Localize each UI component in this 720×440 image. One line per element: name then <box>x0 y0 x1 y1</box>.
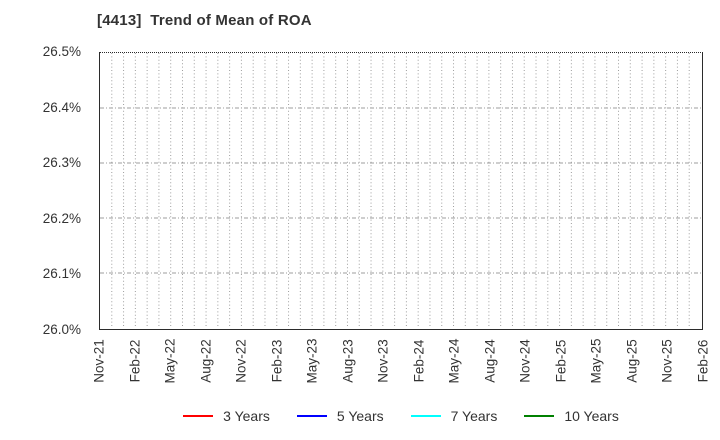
legend-label: 5 Years <box>336 408 384 424</box>
x-tick-label: Aug-22 <box>198 339 214 383</box>
chart-title: [4413] Trend of Mean of ROA <box>97 12 312 29</box>
x-tick-label: Nov-21 <box>91 339 107 383</box>
x-tick-label: Feb-25 <box>553 339 569 383</box>
legend-label: 10 Years <box>564 408 619 424</box>
legend-line-swatch <box>183 415 214 417</box>
y-tick-label: 26.0% <box>42 322 81 337</box>
x-tick-label: Feb-22 <box>127 339 143 383</box>
legend-line-swatch <box>410 415 441 417</box>
x-tick-label: Feb-26 <box>695 339 711 383</box>
x-tick-label: Nov-25 <box>659 339 675 383</box>
y-tick-label: 26.5% <box>42 44 81 59</box>
plot-area <box>99 52 703 330</box>
y-axis: 26.0% 26.1% 26.2% 26.3% 26.4% 26.5% <box>0 0 90 440</box>
y-tick-label: 26.4% <box>42 99 81 115</box>
gridlines <box>100 53 701 328</box>
x-tick-label: Nov-23 <box>375 339 391 383</box>
y-tick-label: 26.3% <box>42 155 81 171</box>
x-tick-label: Aug-24 <box>482 339 498 383</box>
legend-label: 3 Years <box>223 408 270 424</box>
legend-line-swatch <box>524 415 555 417</box>
x-tick-label: Aug-23 <box>340 339 356 383</box>
legend: 3 Years 5 Years 7 Years 10 Years <box>99 401 703 431</box>
x-tick-label: May-22 <box>162 338 178 384</box>
legend-item-3-years: 3 Years <box>183 408 270 424</box>
legend-line-swatch <box>296 415 327 417</box>
x-tick-label: May-23 <box>304 338 320 384</box>
x-tick-label: Nov-24 <box>517 339 533 383</box>
x-tick-label: Feb-24 <box>411 339 427 383</box>
legend-item-5-years: 5 Years <box>296 408 384 424</box>
y-tick-label: 26.2% <box>42 210 81 226</box>
y-tick-label: 26.1% <box>42 266 81 282</box>
legend-label: 7 Years <box>450 408 498 424</box>
x-tick-label: Aug-25 <box>624 339 640 383</box>
legend-item-7-years: 7 Years <box>410 408 498 424</box>
x-tick-label: May-25 <box>588 338 604 384</box>
x-axis: Nov-21 Feb-22 May-22 Aug-22 Nov-22 Feb-23 May-… <box>0 330 720 400</box>
x-tick-label: Nov-22 <box>233 339 249 383</box>
legend-item-10-years: 10 Years <box>524 408 619 424</box>
x-tick-label: Feb-23 <box>269 339 285 383</box>
x-tick-label: May-24 <box>446 338 462 384</box>
